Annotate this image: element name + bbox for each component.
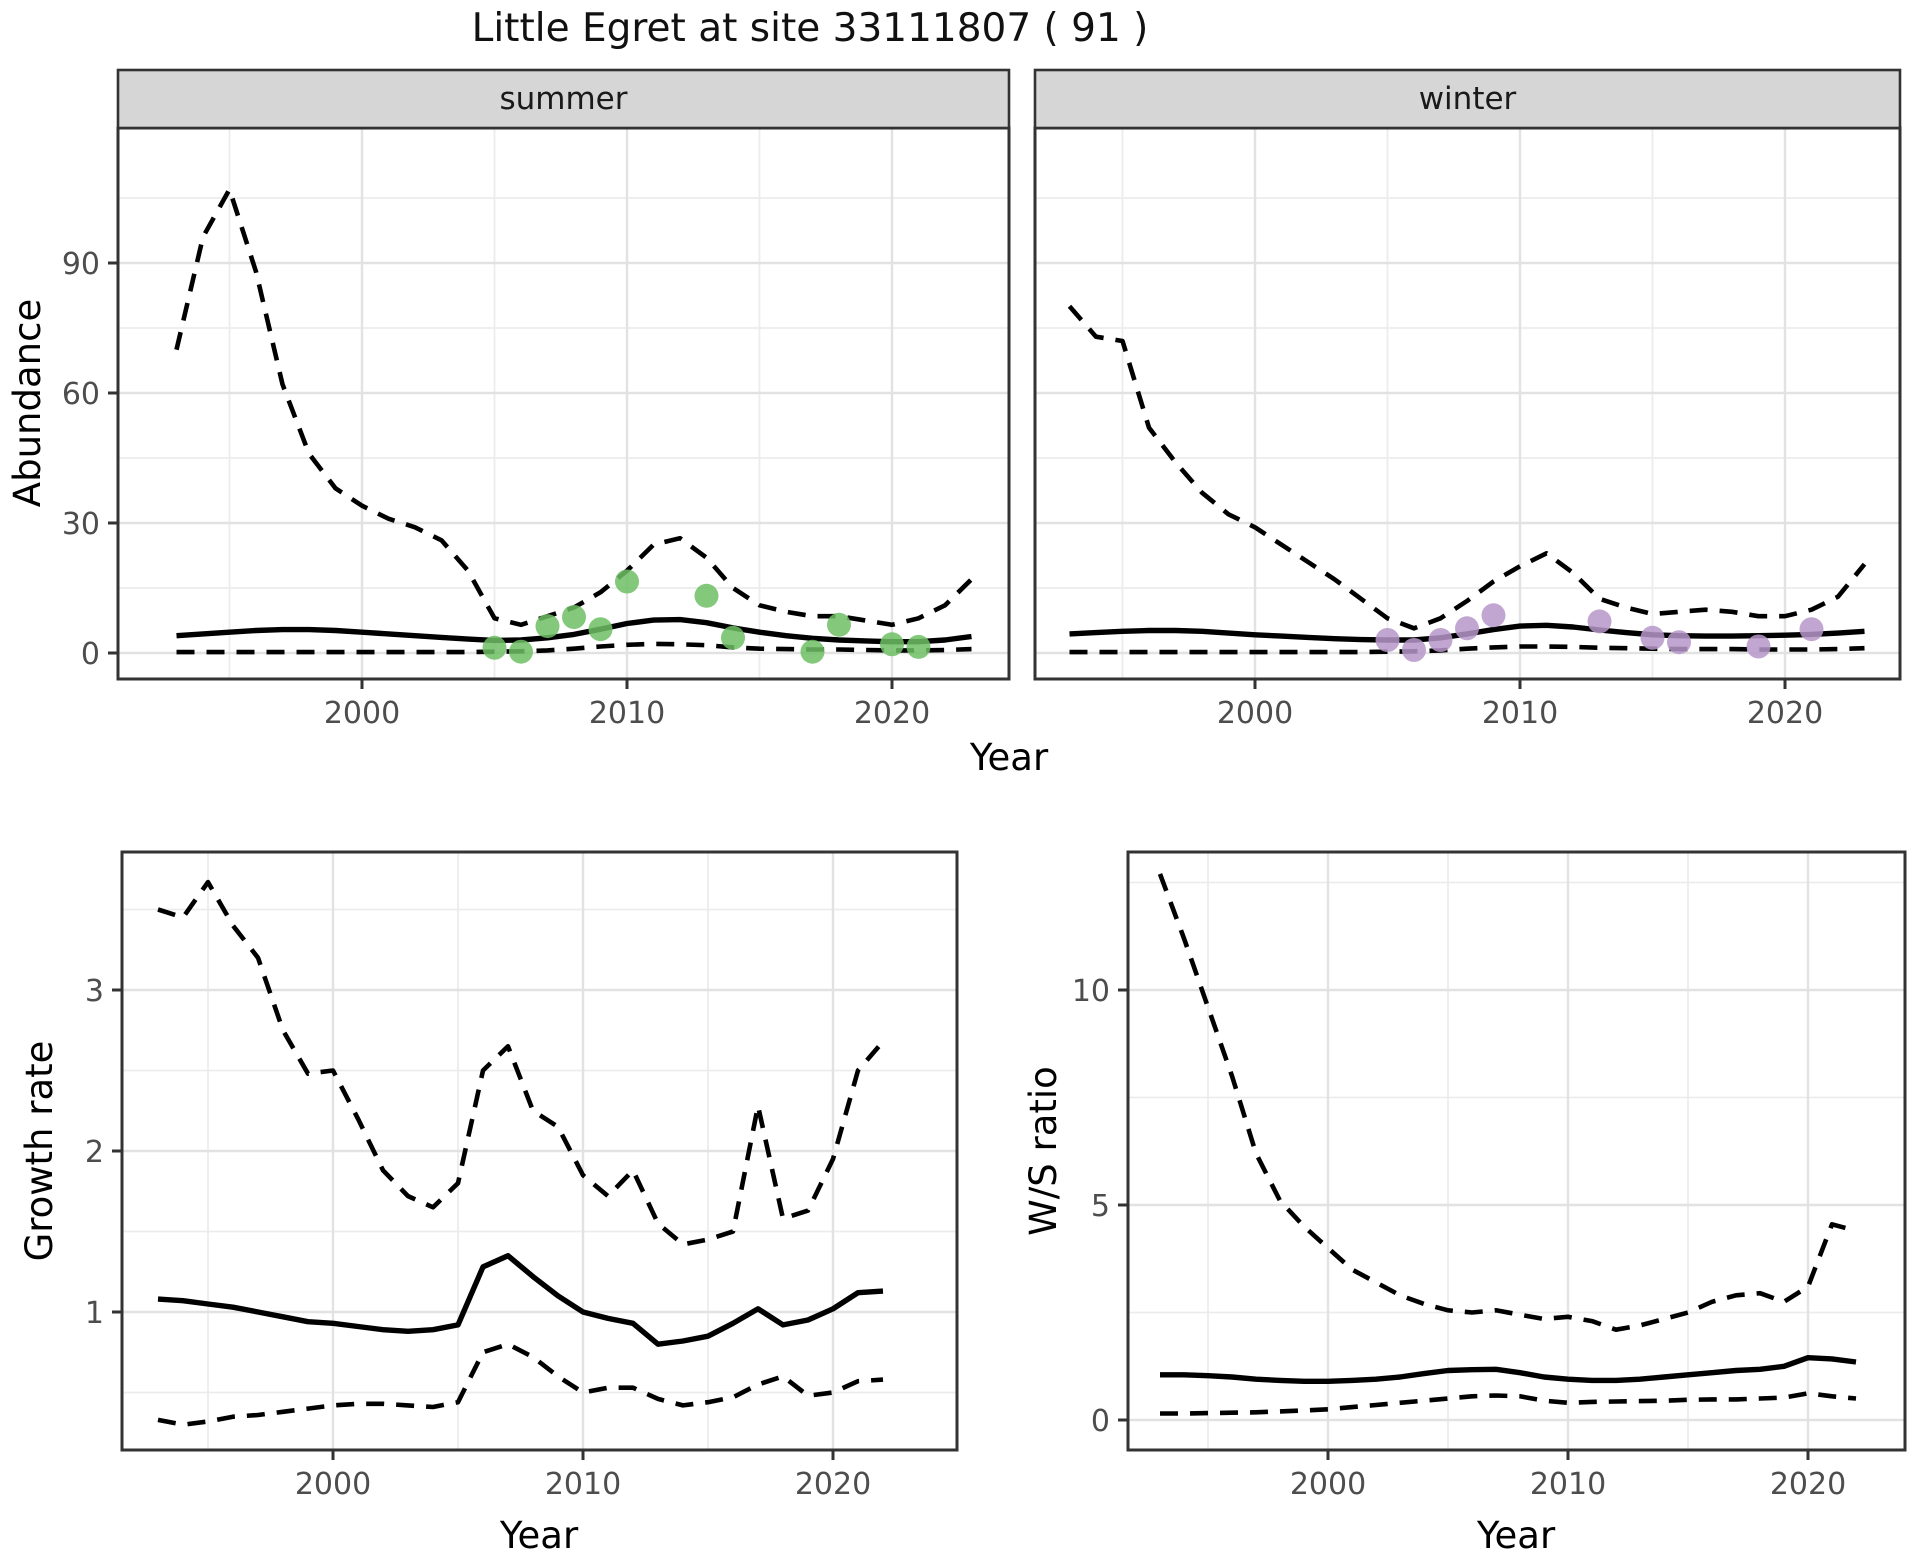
observation-point — [800, 639, 825, 664]
x-axis-title: Year — [969, 736, 1049, 779]
y-tick-label: 0 — [81, 637, 100, 672]
observation-point — [721, 625, 745, 650]
panel-background — [1128, 852, 1905, 1450]
observation-point — [535, 614, 560, 639]
facet-strip — [116, 68, 1011, 130]
x-tick-label: 2010 — [589, 696, 665, 731]
panel-series — [174, 187, 974, 664]
observation-point — [562, 605, 586, 629]
observation-point — [906, 634, 931, 659]
panel-series — [1067, 304, 1867, 662]
observation-point — [1481, 603, 1506, 628]
x-tick-label: 2000 — [1290, 1467, 1366, 1502]
panel-series — [1157, 873, 1857, 1416]
x-tick-label: 2000 — [295, 1467, 371, 1502]
y-tick-label: 3 — [85, 974, 104, 1009]
series-lower_ci-dashed-line — [176, 641, 972, 655]
y-tick-label: 30 — [62, 507, 100, 542]
y-tick-label: 90 — [62, 247, 100, 282]
y-tick-label: 0 — [1091, 1404, 1110, 1439]
x-axis-title: Year — [1476, 1514, 1556, 1557]
facet-strip-label: summer — [499, 81, 627, 117]
facet-strip — [1033, 68, 1902, 130]
x-tick-label: 2000 — [324, 696, 400, 731]
series-upper_ci-dashed-line — [1067, 304, 1867, 631]
y-axis-title: Growth rate — [18, 1041, 61, 1262]
y-axis-title: Abundance — [6, 299, 49, 507]
panel-background — [118, 128, 1009, 679]
y-tick-label: 2 — [85, 1135, 104, 1170]
y-tick-label: 1 — [85, 1296, 104, 1331]
observation-point — [1799, 617, 1824, 642]
observation-point — [1667, 630, 1691, 655]
x-tick-label: 2010 — [1482, 696, 1558, 731]
observation-point — [1402, 638, 1426, 662]
x-tick-label: 2020 — [1770, 1467, 1846, 1502]
series-median-solid-line — [176, 616, 972, 645]
observation-point — [588, 617, 613, 642]
chart-title: Little Egret at site 33111807 ( 91 ) — [471, 6, 1149, 51]
observation-point — [1455, 616, 1479, 641]
observation-point — [1428, 628, 1453, 652]
observation-point — [482, 635, 507, 660]
series-lower_ci-dashed-line — [1160, 1391, 1857, 1416]
observation-point — [1587, 609, 1612, 634]
observation-point — [1746, 634, 1771, 659]
series-upper_ci-dashed-line — [1157, 873, 1857, 1332]
series-lower_ci-dashed-line — [157, 1341, 884, 1427]
y-tick-label: 5 — [1091, 1189, 1110, 1224]
series-lower_ci-dashed-line — [1069, 644, 1865, 655]
observation-point — [1640, 625, 1665, 650]
panel-border — [1126, 850, 1907, 1452]
panel-background — [1035, 128, 1900, 679]
facet-strip-label: winter — [1419, 81, 1517, 117]
observation-point — [509, 639, 533, 664]
x-tick-label: 2000 — [1217, 696, 1293, 731]
x-axis-title: Year — [499, 1514, 579, 1557]
observation-point — [827, 612, 851, 637]
series-median-solid-line — [157, 1252, 884, 1347]
observation-point — [880, 632, 904, 657]
y-axis-title: W/S ratio — [1022, 1066, 1065, 1236]
x-tick-label: 2020 — [854, 696, 930, 731]
panel-series — [157, 879, 885, 1427]
observation-point — [694, 583, 719, 608]
observation-point — [615, 569, 639, 594]
y-tick-label: 60 — [62, 377, 100, 412]
y-tick-label: 10 — [1072, 974, 1110, 1009]
series-median-solid-line — [1160, 1354, 1857, 1385]
x-tick-label: 2010 — [545, 1467, 621, 1502]
series-upper_ci-dashed-line — [157, 879, 885, 1247]
x-tick-label: 2020 — [1747, 696, 1823, 731]
observation-point — [1375, 628, 1400, 652]
x-tick-label: 2020 — [795, 1467, 871, 1502]
x-tick-label: 2010 — [1530, 1467, 1606, 1502]
